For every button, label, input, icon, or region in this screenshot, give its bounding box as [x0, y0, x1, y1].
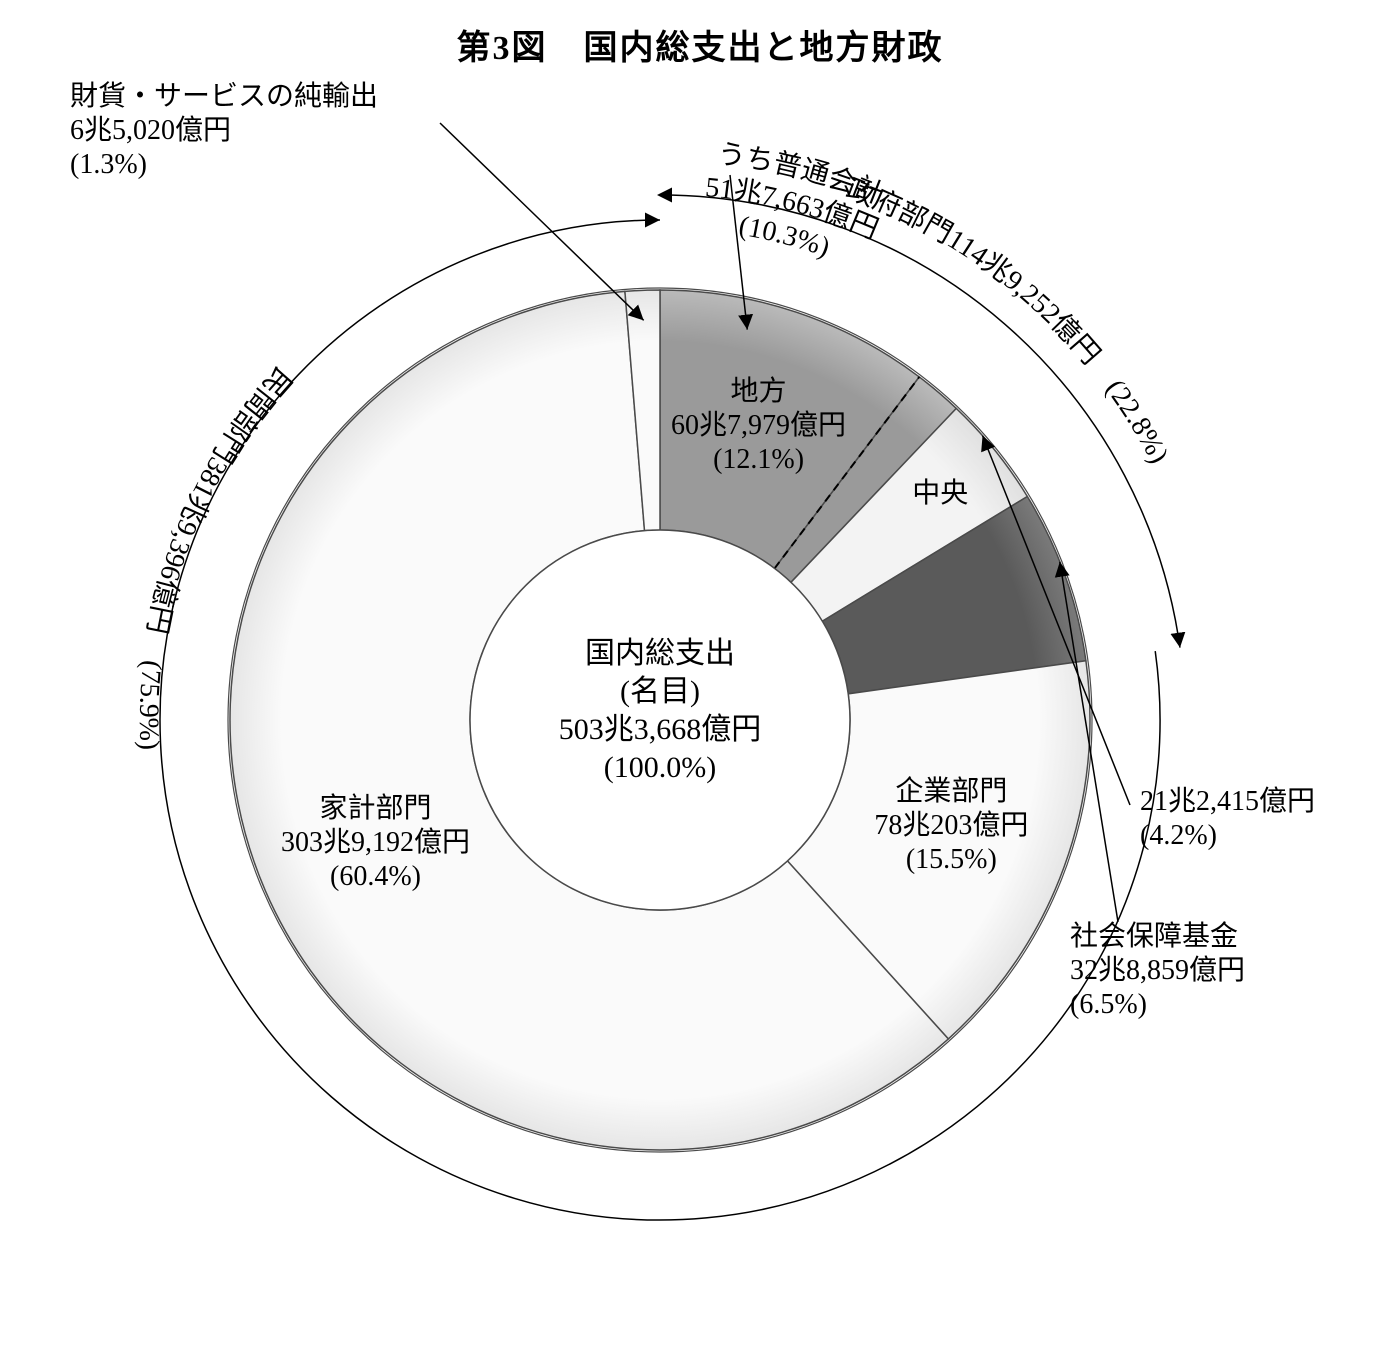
callout-net-export: (1.3%) [70, 149, 147, 180]
slice-label-corporate: 78兆203億円 [874, 809, 1028, 841]
callout-social-security-fund: (6.5%) [1070, 989, 1147, 1020]
slice-label-local: 60兆7,979億円 [671, 409, 846, 441]
slice-label-household: 303兆9,192億円 [281, 826, 470, 858]
center-label-line: 503兆3,668億円 [559, 713, 762, 746]
slice-label-household: (60.4%) [330, 861, 421, 892]
slice-label-corporate: (15.5%) [906, 844, 997, 875]
center-label-line: (100.0%) [604, 751, 716, 784]
callout-central-value: 21兆2,415億円 [1140, 785, 1315, 817]
pie-chart: 民間部門381兆9,396億円 (75.9%)政府部門114兆9,252億円 (… [0, 0, 1400, 1360]
slice-label-household: 家計部門 [319, 792, 431, 824]
center-label-line: 国内総支出 [585, 637, 735, 670]
slice-label-local: (12.1%) [713, 444, 804, 475]
callout-social-security-fund: 社会保障基金 [1070, 920, 1238, 952]
slice-label-local: 地方 [731, 375, 787, 407]
slice-label-central: 中央 [912, 477, 968, 509]
callout-net-export: 財貨・サービスの純輸出 [70, 80, 378, 112]
slice-label-corporate: 企業部門 [895, 775, 1007, 807]
callout-central-value: (4.2%) [1140, 820, 1217, 851]
center-label-line: (名目) [620, 675, 700, 708]
callout-net-export: 6兆5,020億円 [70, 114, 231, 146]
callout-social-security-fund: 32兆8,859億円 [1070, 954, 1245, 986]
